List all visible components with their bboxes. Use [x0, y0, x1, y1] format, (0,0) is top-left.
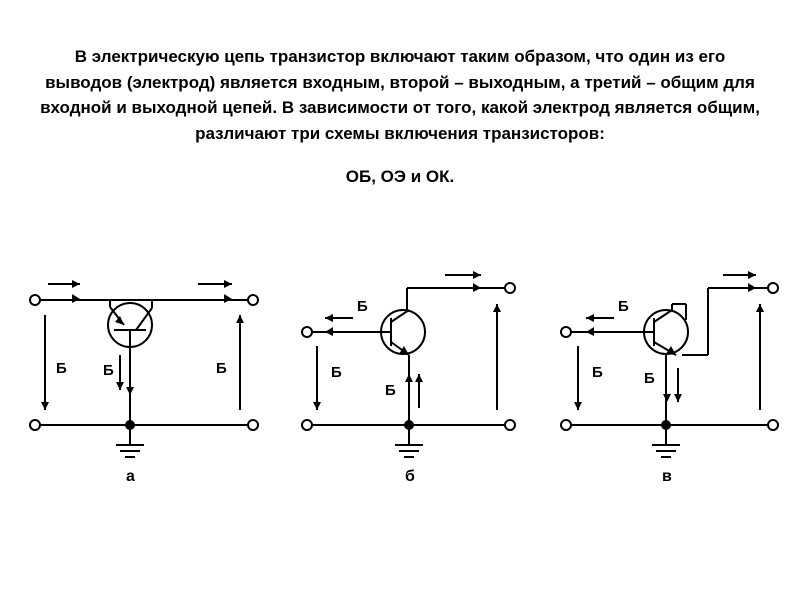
schematic-svg-a: [20, 270, 270, 500]
diagram-common-base: Б Б Б а: [20, 270, 270, 530]
label-b: Б: [216, 360, 227, 377]
paragraph-1: В электрическую цепь транзистор включают…: [40, 44, 760, 146]
label-b: Б: [644, 370, 655, 387]
diagram-common-emitter: Б Б Б б: [285, 270, 535, 530]
schematic-svg-b: [285, 270, 535, 500]
label-b: Б: [103, 362, 114, 379]
label-b: Б: [357, 298, 368, 315]
label-b: Б: [592, 364, 603, 381]
label-b: Б: [385, 382, 396, 399]
diagram-common-collector: Б Б Б в: [548, 270, 798, 530]
caption-b: б: [405, 468, 415, 486]
label-b: Б: [618, 298, 629, 315]
label-b: Б: [331, 364, 342, 381]
description-text: В электрическую цепь транзистор включают…: [40, 44, 760, 190]
diagram-row: Б Б Б а: [0, 270, 800, 570]
schematic-svg-c: [548, 270, 798, 500]
paragraph-2: ОБ, ОЭ и ОК.: [40, 164, 760, 190]
caption-a: а: [126, 468, 135, 486]
caption-c: в: [662, 468, 672, 486]
page: В электрическую цепь транзистор включают…: [0, 0, 800, 600]
label-b: Б: [56, 360, 67, 377]
